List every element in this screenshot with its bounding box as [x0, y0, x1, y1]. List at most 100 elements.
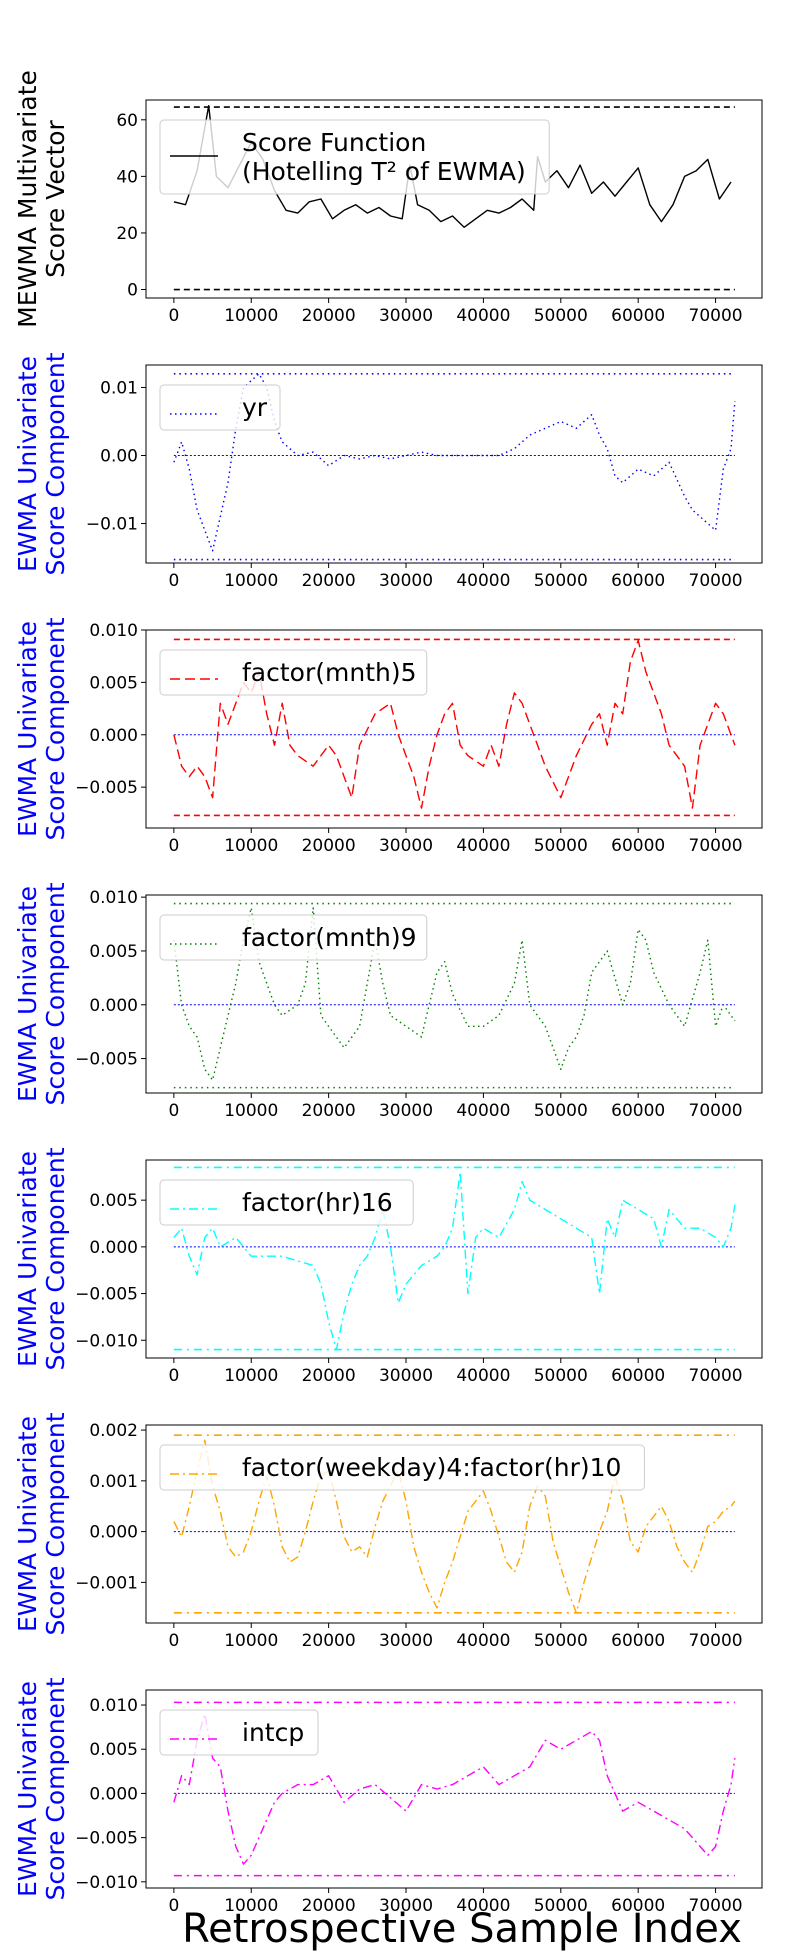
x-tick-label: 50000 [534, 1631, 588, 1651]
axes-frame [145, 1159, 763, 1359]
y-tick-label: −0.01 [86, 515, 138, 535]
x-tick-label: 30000 [379, 1366, 433, 1386]
x-tick-label: 0 [168, 1896, 179, 1916]
y-tick-label: −0.005 [75, 778, 138, 798]
x-tick-label: 30000 [379, 1101, 433, 1121]
x-tick-label: 30000 [379, 1896, 433, 1916]
legend-label: factor(mnth)9 [242, 923, 417, 952]
x-tick-label: 70000 [689, 836, 743, 856]
x-tick-label: 20000 [302, 1366, 356, 1386]
y-axis-label-line: Score Component [41, 617, 70, 840]
y-tick-label: −0.001 [75, 1573, 138, 1593]
y-axis-label: EWMA UnivariateScore Component [13, 617, 70, 840]
y-tick-label: 0.002 [89, 1421, 138, 1441]
x-tick-label: 40000 [456, 306, 510, 326]
y-axis-label: EWMA UnivariateScore Component [13, 882, 70, 1105]
x-tick-label: 50000 [534, 1101, 588, 1121]
x-tick-label: 20000 [302, 836, 356, 856]
legend-box [159, 1444, 645, 1491]
x-tick-label: 20000 [302, 1896, 356, 1916]
y-tick-label: 40 [116, 167, 138, 187]
legend-label: factor(hr)16 [242, 1188, 393, 1217]
y-tick-label: 0.010 [89, 1696, 138, 1716]
y-tick-label: 0.000 [89, 726, 138, 746]
y-axis-label-line: EWMA Univariate [13, 356, 42, 572]
x-tick-label: 50000 [534, 1896, 588, 1916]
y-axis-label-line: EWMA Univariate [13, 886, 42, 1102]
legend-box [159, 649, 428, 696]
x-tick-label: 20000 [302, 1631, 356, 1651]
x-tick-label: 0 [168, 836, 179, 856]
x-tick-label: 10000 [224, 571, 278, 591]
x-tick-label: 60000 [611, 1896, 665, 1916]
y-tick-label: −0.010 [75, 1331, 138, 1351]
x-tick-label: 10000 [224, 836, 278, 856]
series-line [173, 639, 736, 809]
legend-label: factor(mnth)5 [242, 658, 417, 687]
legend-box [159, 1179, 414, 1226]
x-tick-label: 20000 [302, 571, 356, 591]
y-tick-label: −0.005 [75, 1829, 138, 1849]
y-tick-label: −0.005 [75, 1285, 138, 1305]
y-axis-label-line: Score Component [41, 1677, 70, 1900]
x-tick-label: 60000 [611, 1101, 665, 1121]
x-tick-label: 60000 [611, 306, 665, 326]
y-tick-label: 0.000 [89, 1238, 138, 1258]
x-tick-label: 10000 [224, 1101, 278, 1121]
x-tick-label: 30000 [379, 571, 433, 591]
x-tick-label: 20000 [302, 306, 356, 326]
x-axis-label: Retrospective Sample Index [182, 1906, 742, 1952]
y-axis-label: EWMA UnivariateScore Component [13, 1677, 70, 1900]
y-tick-label: 20 [116, 224, 138, 244]
series-line [173, 1439, 736, 1614]
axes-frame [145, 1424, 763, 1624]
y-axis-label-line: MEWMA Multivariate [13, 70, 42, 328]
axes-frame [145, 629, 763, 829]
y-tick-label: 0.000 [89, 996, 138, 1016]
x-tick-label: 50000 [534, 836, 588, 856]
y-tick-label: 0.001 [89, 1472, 138, 1492]
x-tick-label: 60000 [611, 1631, 665, 1651]
x-tick-label: 70000 [689, 306, 743, 326]
y-axis-label-line: Score Component [41, 1147, 70, 1370]
x-tick-label: 70000 [689, 571, 743, 591]
x-tick-label: 0 [168, 1631, 179, 1651]
y-axis-label-line: EWMA Univariate [13, 1416, 42, 1632]
y-tick-label: 0.010 [89, 888, 138, 908]
x-tick-label: 50000 [534, 571, 588, 591]
y-axis-label: EWMA UnivariateScore Component [13, 1412, 70, 1635]
x-tick-label: 0 [168, 571, 179, 591]
x-tick-label: 10000 [224, 1366, 278, 1386]
y-tick-label: 0.005 [89, 942, 138, 962]
x-tick-label: 40000 [456, 836, 510, 856]
series-line [173, 1713, 736, 1865]
x-tick-label: 40000 [456, 1366, 510, 1386]
x-tick-label: 60000 [611, 836, 665, 856]
y-axis-label: MEWMA MultivariateScore Vector [13, 70, 70, 328]
x-tick-label: 70000 [689, 1631, 743, 1651]
y-tick-label: 0.005 [89, 1740, 138, 1760]
y-tick-label: 0.01 [100, 378, 138, 398]
x-tick-label: 10000 [224, 1631, 278, 1651]
legend-box [159, 1709, 319, 1756]
series-line [173, 373, 736, 552]
series-line [173, 907, 736, 1081]
y-tick-label: 0.010 [89, 621, 138, 641]
x-tick-label: 40000 [456, 1101, 510, 1121]
x-tick-label: 20000 [302, 1101, 356, 1121]
x-tick-label: 10000 [224, 1896, 278, 1916]
x-tick-label: 50000 [534, 1366, 588, 1386]
x-tick-label: 0 [168, 1366, 179, 1386]
y-tick-label: 60 [116, 111, 138, 131]
x-tick-label: 70000 [689, 1366, 743, 1386]
x-tick-label: 60000 [611, 571, 665, 591]
y-tick-label: 0.000 [89, 1784, 138, 1804]
y-axis-label-line: Score Vector [41, 119, 70, 277]
y-tick-label: −0.005 [75, 1050, 138, 1070]
x-tick-label: 40000 [456, 1631, 510, 1651]
legend-label: Score Function [242, 128, 426, 157]
y-axis-label-line: EWMA Univariate [13, 621, 42, 837]
x-tick-label: 30000 [379, 836, 433, 856]
y-tick-label: 0.005 [89, 673, 138, 693]
